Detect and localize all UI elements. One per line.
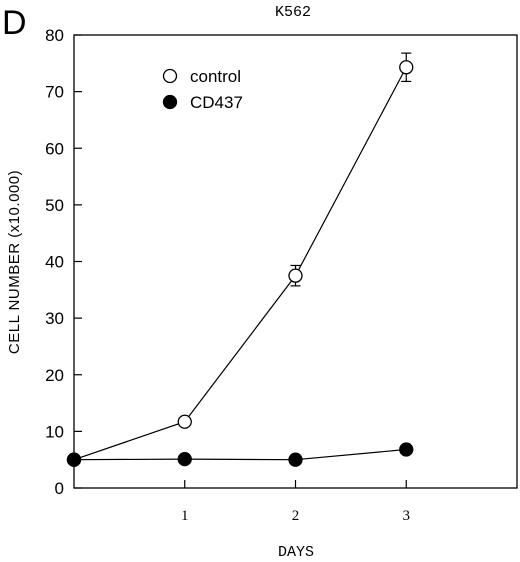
y-tick-label: 60 [45, 139, 64, 158]
y-tick-label: 10 [45, 422, 64, 441]
data-point-cd437 [66, 452, 82, 467]
legend-label-control: control [190, 67, 241, 86]
y-tick-label: 40 [45, 253, 64, 272]
data-point-cd437 [288, 452, 303, 467]
data-point-cd437 [399, 442, 414, 457]
y-axis-ticks: 0 10 20 30 40 50 60 70 80 [45, 26, 82, 498]
x-axis-ticks: 1 2 3 [181, 480, 410, 524]
data-point-control [177, 414, 192, 429]
data-point-cd437 [177, 451, 192, 467]
legend-label-cd437: CD437 [190, 93, 243, 112]
legend: control CD437 [162, 67, 243, 112]
y-tick-label: 70 [45, 83, 64, 102]
data-point-control [288, 268, 303, 283]
y-tick-label: 50 [45, 196, 64, 215]
y-tick-label: 80 [45, 26, 64, 45]
panel-letter: D [2, 4, 27, 42]
y-tick-label: 20 [45, 366, 64, 385]
chart-title: K562 [275, 4, 311, 21]
x-tick-label: 1 [181, 508, 189, 524]
y-tick-label: 30 [45, 309, 64, 328]
y-axis-label: CELL NUMBER (x10.000) [6, 170, 23, 354]
series-line-control [73, 66, 407, 461]
x-tick-label: 3 [403, 508, 411, 524]
plot-frame [73, 34, 518, 489]
series-layer [66, 52, 414, 467]
y-tick-label: 0 [55, 479, 64, 498]
series-line-cd437 [73, 448, 407, 461]
legend-marker-cd437 [162, 94, 178, 110]
legend-marker-control [162, 68, 178, 84]
x-tick-label: 2 [292, 508, 300, 524]
data-point-control [399, 60, 414, 75]
x-axis-label: DAYS [278, 544, 314, 561]
